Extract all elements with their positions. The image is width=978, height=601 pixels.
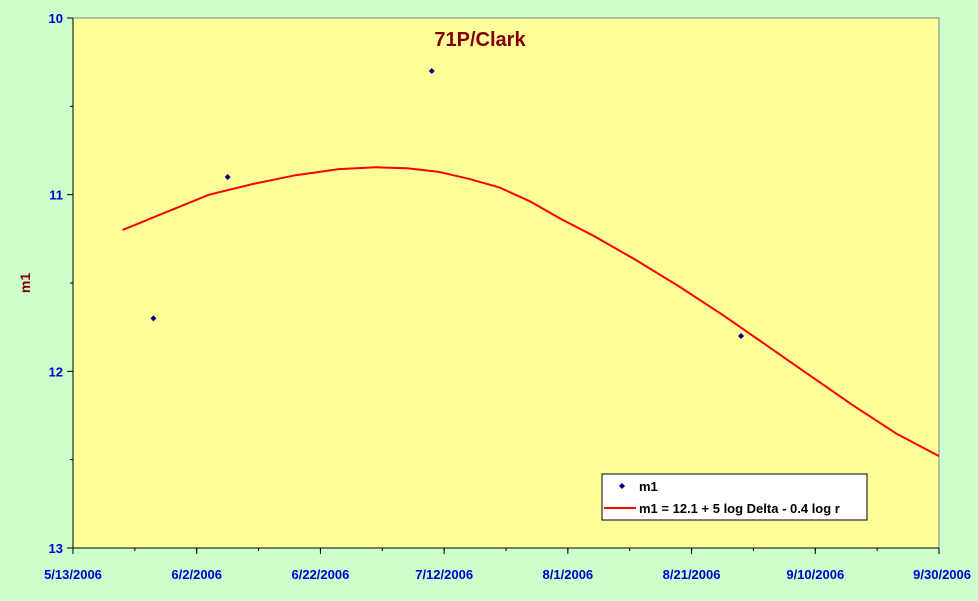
x-axis-ticks: 5/13/2006 6/2/2006 6/22/2006 7/12/2006 8/1/2…	[44, 548, 971, 582]
x-tick-label: 9/30/2006	[913, 567, 971, 582]
x-tick-label: 8/21/2006	[663, 567, 721, 582]
legend-box	[601, 473, 868, 521]
data-point-m1	[738, 333, 745, 339]
legend-marker-m1	[619, 483, 625, 489]
x-tick-label: 8/1/2006	[543, 567, 594, 582]
y-tick-label: 10	[49, 11, 63, 26]
data-point-m1	[224, 174, 231, 180]
legend: m1 m1 = 12.1 + 5 log Delta - 0.4 log r	[601, 473, 868, 521]
data-point-m1	[428, 68, 435, 74]
x-tick-label: 5/13/2006	[44, 567, 102, 582]
x-tick-label: 9/10/2006	[786, 567, 844, 582]
legend-label-fit: m1 = 12.1 + 5 log Delta - 0.4 log r	[639, 501, 840, 516]
legend-label-m1: m1	[639, 479, 658, 494]
series-layer	[122, 68, 940, 457]
y-tick-label: 12	[49, 364, 63, 379]
y-axis-ticks: 10 11 12 13	[49, 11, 73, 556]
x-tick-label: 6/2/2006	[171, 567, 222, 582]
x-tick-label: 6/22/2006	[292, 567, 350, 582]
fit-curve-line	[122, 166, 940, 457]
y-tick-label: 11	[49, 188, 63, 203]
plot-area	[72, 17, 940, 549]
y-tick-label: 13	[49, 541, 63, 556]
chart-title: 71P/Clark	[434, 29, 526, 51]
y-axis-title: m1	[17, 273, 33, 293]
x-tick-label: 7/12/2006	[415, 567, 473, 582]
data-point-m1	[150, 315, 157, 322]
